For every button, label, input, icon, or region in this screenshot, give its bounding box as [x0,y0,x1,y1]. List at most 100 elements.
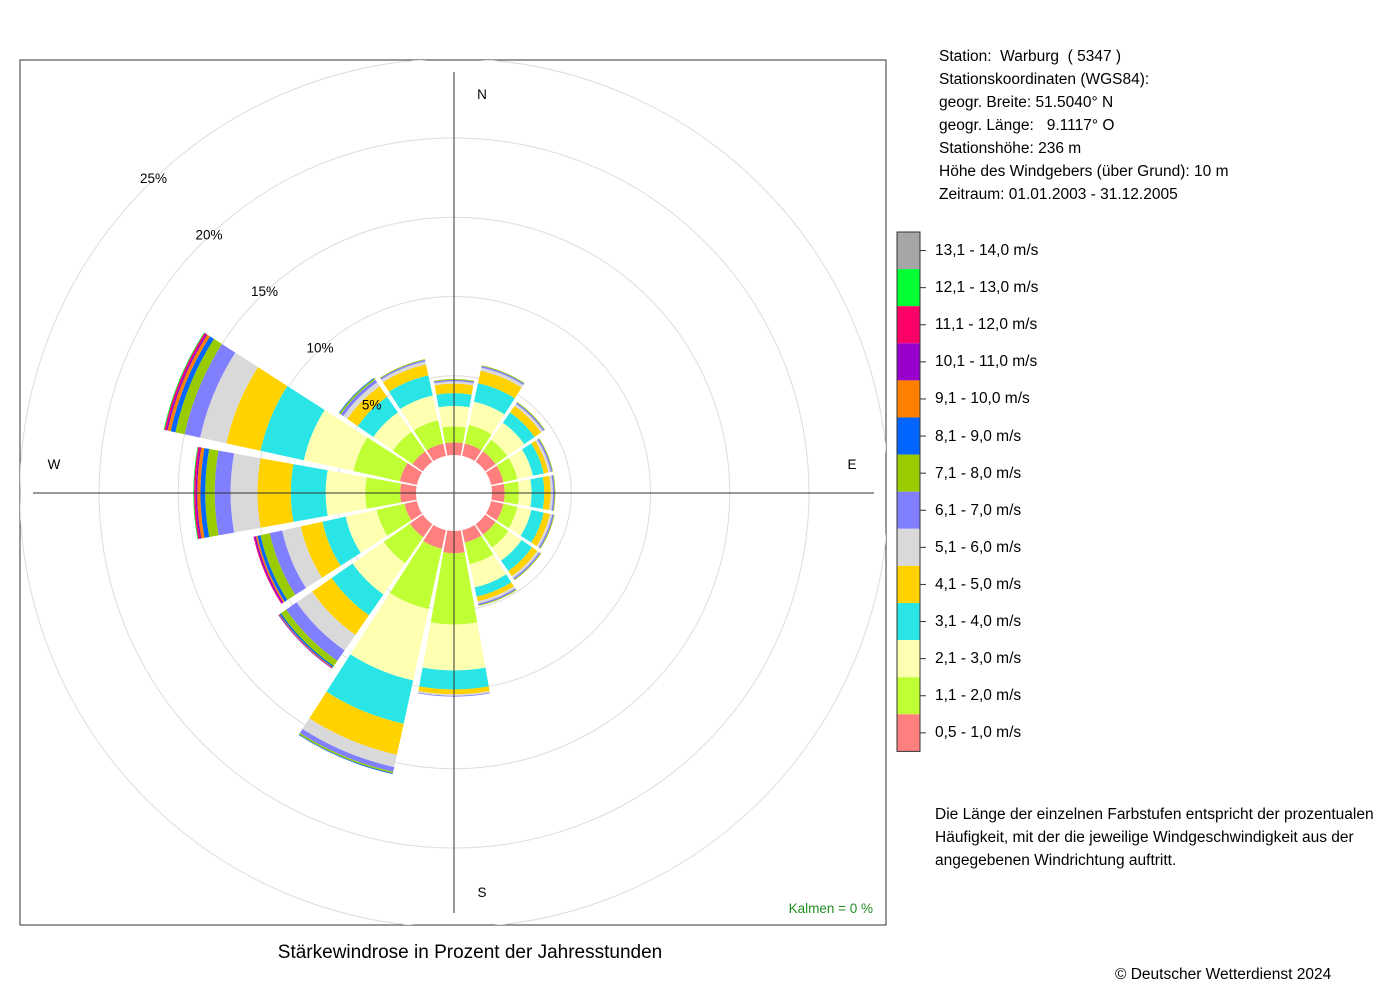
wedge-nne-class-7 [481,366,525,385]
station-longitude: geogr. Länge: 9.1117° O [939,117,1115,134]
wedge-e-class-8 [553,475,556,511]
legend-border [896,231,921,752]
ring-labels: 5% 10% 15% 20% 25% [140,171,381,412]
compass-label-n: N [477,87,487,102]
wedge-wsw-class-5 [300,521,341,578]
copyright: © Deutscher Wetterdienst 2024 [1115,966,1332,983]
wedge-nne-class-6 [480,367,524,388]
legend-swatch-7 [897,491,920,529]
wedge-sse-class-2 [464,535,494,565]
legend-swatch-13 [897,269,920,307]
wedge-ne-class-1 [475,451,496,472]
legend-swatch-10 [897,380,920,418]
station-info: Station: Warburg ( 5347 ) Stationskoordi… [939,45,1228,206]
compass-labels: N E S W [48,87,857,900]
ring-label-15: 15% [251,284,278,299]
wedge-ene-class-1 [485,465,504,485]
ring-label-25: 25% [140,171,167,186]
wedge-ssw-class-2 [389,540,442,610]
wedge-ese-class-5 [531,512,550,547]
wedge-ne-class-2 [482,439,508,465]
wedge-nnw-class-3 [400,395,439,431]
legend-swatch-12 [897,306,920,344]
wedge-ne-class-3 [491,422,525,456]
wedge-wnw-class-7 [184,344,236,438]
wedge-ssw-class-1 [423,524,446,549]
wedge-sw-class-5 [312,578,369,635]
wedge-se-class-2 [482,521,509,548]
wedge-sse-class-5 [476,582,514,602]
wedge-ese-class-8 [539,514,555,549]
legend-swatch-11 [897,343,920,381]
wedge-sw-class-8 [280,609,338,667]
wedge-se-class-7 [513,552,541,580]
compass-label-w: W [48,457,61,472]
wedge-sse-class-6 [477,586,516,604]
wedge-ssw-class-5 [309,691,404,755]
wedge-wsw-class-2 [376,503,412,536]
compass-axes [33,72,874,913]
legend-label-8: 7,1 - 8,0 m/s [935,464,1022,482]
wedge-wnw-class-10 [167,334,210,432]
legend-swatch-2 [897,677,920,715]
wedge-s-class-6 [418,691,490,696]
wedge-wsw-class-3 [345,509,388,553]
wedge-w-class-12 [194,446,200,540]
legend-label-3: 2,1 - 3,0 m/s [935,650,1022,668]
wedge-nw-class-2 [392,431,426,465]
legend-swatch-4 [897,603,920,641]
sensor-height: Höhe des Windgebers (über Grund): 10 m [939,163,1229,180]
legend-label-14: 13,1 - 14,0 m/s [935,242,1039,259]
wedge-ene-class-4 [521,443,544,476]
wedge-se-class-3 [491,530,522,561]
wedge-ene-class-2 [496,457,518,483]
legend-label-1: 0,5 - 1,0 m/s [935,724,1022,742]
wedge-wsw-class-6 [282,526,322,589]
wedge-sse-class-3 [469,554,507,588]
wedge-n-class-7 [433,379,475,384]
wedge-se-class-6 [511,550,540,579]
wedge-sw-class-6 [296,591,356,651]
wedge-wsw-class-9 [257,535,288,602]
wedge-sse-class-7 [478,588,517,606]
ring-label-20: 20% [195,227,222,242]
legend-swatch-8 [897,454,920,492]
wedge-n-class-8 [433,378,475,382]
wedge-ne-class-5 [510,405,542,437]
wedge-nw-class-5 [347,386,388,427]
legend-swatch-1 [897,714,920,752]
wedge-sw-class-3 [352,541,406,595]
legend-label-12: 11,1 - 12,0 m/s [935,316,1038,334]
wedge-ssw-class-3 [350,593,429,681]
wedge-wnw-class-2 [353,437,408,482]
wedge-sw-class-4 [331,563,384,616]
wedge-se-class-4 [501,540,533,572]
wedge-sse-class-8 [478,589,517,607]
explanation-note: Die Länge der einzelnen Farbstufen entsp… [935,806,1374,869]
compass-label-s: S [477,885,486,900]
wedge-nnw-class-5 [382,364,429,392]
ring-label-5: 5% [362,397,382,412]
legend-label-11: 10,1 - 11,0 m/s [935,353,1038,371]
wedge-ese-class-3 [508,506,532,536]
wedge-nw-class-3 [373,412,412,451]
wedge-ese-class-1 [485,501,504,521]
chart-title: Stärkewindrose in Prozent der Jahresstun… [277,942,663,963]
legend-swatch-6 [897,528,920,566]
wedge-w-class-11 [195,447,202,539]
wedge-ene-class-5 [531,440,549,474]
wedge-nw-class-7 [340,379,378,417]
legend-swatch-9 [897,417,920,455]
wedge-sw-class-7 [286,602,345,661]
wedge-wnw-class-1 [399,463,423,485]
wedge-nnw-class-6 [381,361,426,383]
compass-label-e: E [847,457,856,472]
legend-swatches [896,231,926,752]
wedge-w-class-10 [197,447,205,539]
wedge-wnw-class-3 [303,409,368,472]
wedge-wsw-class-8 [260,533,296,601]
legend-label-13: 12,1 - 13,0 m/s [935,279,1039,297]
wedge-nnw-class-7 [380,359,426,380]
legend-label-9: 8,1 - 9,0 m/s [935,427,1022,445]
wedge-ene-class-3 [508,449,533,480]
